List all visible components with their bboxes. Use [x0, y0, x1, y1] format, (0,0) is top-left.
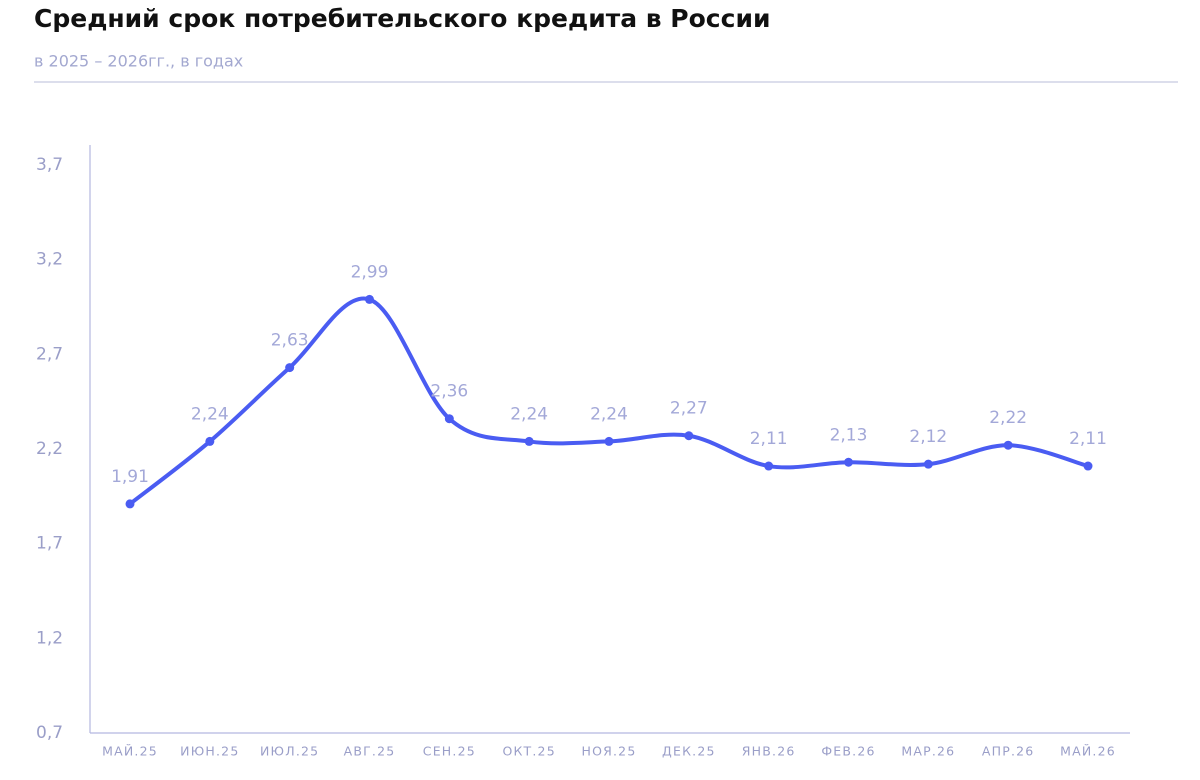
x-tick-label: СЕН.25	[423, 744, 476, 759]
point	[125, 499, 135, 509]
value-label: 2,99	[351, 262, 389, 282]
x-tick-label: МАЙ.26	[1060, 744, 1116, 759]
value-label: 2,63	[271, 331, 309, 351]
value-label: 2,24	[191, 404, 229, 424]
value-label: 2,12	[909, 427, 947, 447]
point	[1003, 440, 1013, 450]
chart-title: Средний срок потребительского кредита в …	[34, 4, 770, 33]
point	[365, 294, 374, 304]
x-tick-label: МАР.26	[901, 744, 955, 759]
y-tick-label: 3,7	[36, 155, 63, 175]
x-tick-label: ИЮН.25	[180, 744, 239, 759]
value-label: 2,13	[830, 425, 868, 445]
value-label: 2,36	[430, 382, 468, 402]
x-tick-label: ФЕВ.26	[821, 744, 875, 759]
y-tick-label: 3,2	[36, 250, 63, 270]
point	[1083, 461, 1093, 471]
point	[524, 436, 534, 446]
point	[604, 436, 614, 446]
point	[205, 436, 215, 446]
value-label: 1,91	[111, 467, 149, 487]
point	[923, 459, 933, 469]
point	[764, 461, 774, 471]
y-tick-label: 2,7	[36, 344, 63, 364]
point	[444, 414, 454, 424]
value-label: 2,22	[989, 408, 1027, 428]
y-tick-label: 1,2	[36, 628, 63, 648]
value-label: 2,24	[590, 404, 628, 424]
x-tick-label: ОКТ.25	[502, 744, 555, 759]
x-tick-label: АВГ.25	[344, 744, 396, 759]
point	[285, 363, 295, 373]
x-tick-label: ДЕК.25	[662, 744, 716, 759]
line	[128, 296, 1090, 506]
x-tick-label: АПР.26	[982, 744, 1035, 759]
chart-subtitle: в 2025 – 2026гг., в годах	[34, 52, 243, 71]
x-tick-label: ИЮЛ.25	[260, 744, 319, 759]
x-tick-label: МАЙ.25	[102, 744, 158, 759]
y-tick-label: 1,7	[36, 534, 63, 554]
value-label: 2,27	[670, 399, 708, 419]
y-tick-label: 0,7	[36, 723, 63, 743]
x-tick-label: ЯНВ.26	[742, 744, 796, 759]
value-label: 2,11	[1069, 429, 1107, 449]
value-label: 2,11	[750, 429, 788, 449]
y-tick-label: 2,2	[36, 439, 63, 459]
value-label: 2,24	[510, 404, 548, 424]
point	[684, 431, 694, 441]
point	[844, 457, 853, 467]
x-tick-label: НОЯ.25	[581, 744, 636, 759]
